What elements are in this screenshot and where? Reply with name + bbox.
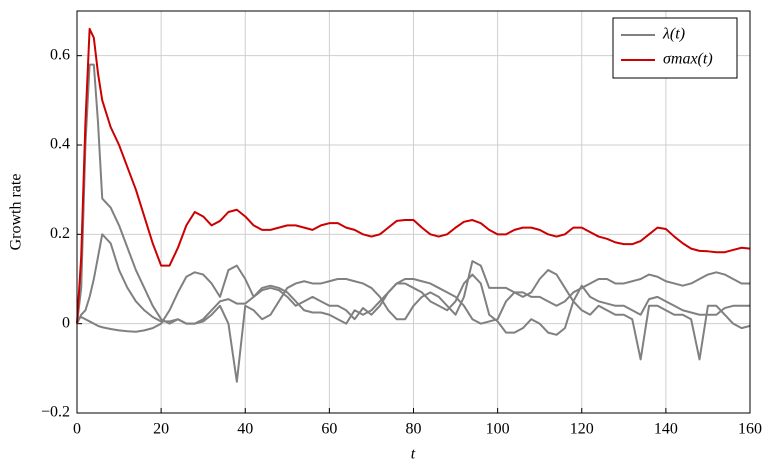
x-tick-label: 20	[153, 421, 169, 438]
y-tick-label: 0	[62, 314, 70, 331]
series-line	[76, 63, 751, 383]
series-line	[76, 264, 750, 333]
legend-label: λ(t)	[662, 26, 685, 43]
x-tick-label: 140	[654, 421, 678, 438]
series-line	[76, 27, 751, 324]
x-axis-label: t	[411, 446, 416, 463]
x-tick-label: 80	[406, 421, 422, 438]
x-tick-label: 120	[570, 421, 594, 438]
x-tick-label: 0	[73, 421, 81, 438]
legend: λ(t) σmax(t)	[612, 17, 738, 79]
y-axis-label: Growth rate	[8, 174, 25, 251]
x-tick-label: 40	[237, 421, 253, 438]
y-tick-label: 0.6	[50, 46, 70, 63]
series-line	[76, 233, 750, 336]
plot-frame	[76, 10, 751, 414]
legend-label: σmax(t)	[663, 51, 713, 68]
y-tick-label: 0.4	[50, 136, 70, 153]
x-tick-label: 160	[738, 421, 762, 438]
x-tick-label: 60	[321, 421, 337, 438]
x-tick-label: 100	[486, 421, 510, 438]
y-tick-label: 0.2	[50, 225, 70, 242]
y-tick-label: −0.2	[41, 404, 70, 421]
legend-box	[612, 17, 738, 79]
